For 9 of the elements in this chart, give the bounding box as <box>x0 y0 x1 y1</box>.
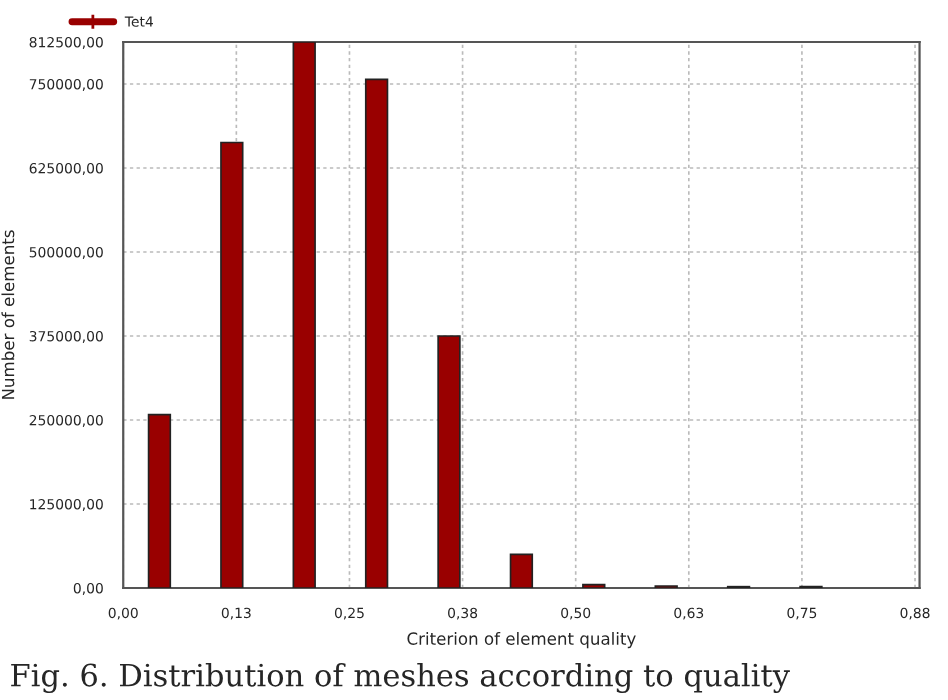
bar <box>437 335 461 588</box>
x-axis-title: Criterion of element quality <box>407 632 636 649</box>
y-axis-title: Number of elements <box>1 230 15 399</box>
bar <box>292 42 316 588</box>
caption: Fig. 6. Distribution of meshes according to quality <box>11 662 790 693</box>
bar <box>220 141 244 588</box>
bar <box>364 78 389 588</box>
bar <box>147 413 172 588</box>
bar <box>509 553 534 588</box>
